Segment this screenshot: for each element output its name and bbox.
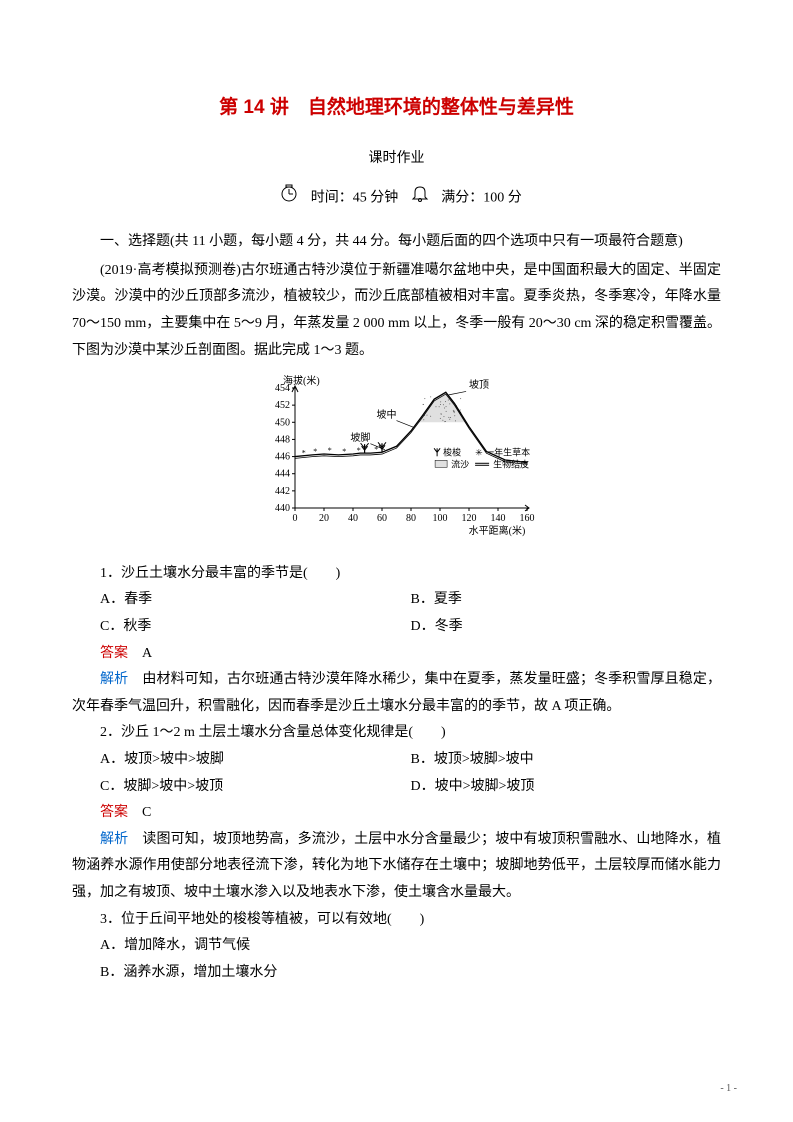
- q2-answer: 答案 C: [72, 800, 721, 827]
- page-number: - 1 -: [720, 1079, 737, 1098]
- timing-row: 时间：45 分钟 满分：100 分: [72, 183, 721, 214]
- q2-options-row1: A．坡顶>坡中>坡脚 B．坡顶>坡脚>坡中: [72, 747, 721, 774]
- svg-text:440: 440: [275, 503, 290, 514]
- q1-options-row2: C．秋季 D．冬季: [72, 614, 721, 641]
- svg-text:448: 448: [275, 435, 290, 446]
- q1-explanation: 解析 由材料可知，古尔班通古特沙漠年降水稀少，集中在夏季，蒸发量旺盛；冬季积雪厚…: [72, 667, 721, 720]
- q3-stem: 3．位于丘间平地处的梭梭等植被，可以有效地( ): [72, 907, 721, 934]
- svg-text:坡顶: 坡顶: [469, 378, 489, 391]
- q3-opt-a: A．增加降水，调节气候: [72, 933, 721, 960]
- svg-text:0: 0: [292, 513, 297, 524]
- q2-stem: 2．沙丘 1～2 m 土层土壤水分含量总体变化规律是( ): [72, 720, 721, 747]
- dune-profile-chart: 4404424444464484504524540204060801001201…: [72, 372, 721, 553]
- answer-label: 答案: [100, 646, 128, 661]
- q1-stem: 1．沙丘土壤水分最丰富的季节是( ): [72, 561, 721, 588]
- svg-text:100: 100: [432, 513, 447, 524]
- svg-text:流沙: 流沙: [451, 459, 469, 470]
- q1-opt-a: A．春季: [100, 587, 411, 614]
- q1-expl-text: 由材料可知，古尔班通古特沙漠年降水稀少，集中在夏季，蒸发量旺盛；冬季积雪厚且稳定…: [72, 672, 721, 714]
- svg-text:80: 80: [406, 513, 416, 524]
- time-text: 时间：45 分钟: [311, 190, 399, 205]
- svg-text:60: 60: [377, 513, 387, 524]
- svg-text:442: 442: [275, 486, 290, 497]
- svg-text:*: *: [313, 447, 317, 456]
- q1-opt-b: B．夏季: [411, 587, 722, 614]
- svg-text:450: 450: [275, 418, 290, 429]
- passage: (2019·高考模拟预测卷)古尔班通古特沙漠位于新疆准噶尔盆地中央，是中国面积最…: [72, 258, 721, 364]
- section-intro: 一、选择题(共 11 小题，每小题 4 分，共 44 分。每小题后面的四个选项中…: [72, 229, 721, 256]
- q2-opt-c: C．坡脚>坡中>坡顶: [100, 774, 411, 801]
- svg-text:坡中: 坡中: [376, 408, 396, 421]
- svg-text:一年生草本: 一年生草本: [485, 447, 530, 458]
- svg-text:*: *: [301, 449, 305, 458]
- q2-opt-a: A．坡顶>坡中>坡脚: [100, 747, 411, 774]
- svg-text:✳: ✳: [475, 448, 483, 458]
- subtitle: 课时作业: [72, 146, 721, 173]
- svg-text:生物结皮: 生物结皮: [493, 459, 529, 470]
- q2-expl-text: 读图可知，坡顶地势高，多流沙，土层中水分含量最少；坡中有坡顶积雪融水、山地降水，…: [72, 832, 721, 900]
- svg-text:20: 20: [319, 513, 329, 524]
- q2-opt-b: B．坡顶>坡脚>坡中: [411, 747, 722, 774]
- q1-options-row1: A．春季 B．夏季: [72, 587, 721, 614]
- q1-opt-c: C．秋季: [100, 614, 411, 641]
- explain-label: 解析: [100, 832, 128, 847]
- svg-text:120: 120: [461, 513, 476, 524]
- q3-opt-b: B．涵养水源，增加土壤水分: [72, 960, 721, 987]
- svg-text:140: 140: [490, 513, 505, 524]
- svg-text:444: 444: [275, 469, 290, 480]
- svg-text:水平距离(米): 水平距离(米): [468, 524, 525, 537]
- q2-answer-val: C: [128, 805, 151, 820]
- q1-opt-d: D．冬季: [411, 614, 722, 641]
- explain-label: 解析: [100, 672, 128, 687]
- svg-text:海拔(米): 海拔(米): [283, 374, 320, 387]
- svg-text:*: *: [356, 446, 360, 455]
- svg-text:452: 452: [275, 400, 290, 411]
- svg-text:446: 446: [275, 452, 290, 463]
- svg-text:*: *: [327, 446, 331, 455]
- svg-text:坡脚: 坡脚: [350, 431, 370, 444]
- clock-icon: [279, 183, 299, 214]
- q2-explanation: 解析 读图可知，坡顶地势高，多流沙，土层中水分含量最少；坡中有坡顶积雪融水、山地…: [72, 827, 721, 907]
- svg-text:梭梭: 梭梭: [443, 447, 461, 458]
- q1-answer-val: A: [128, 646, 152, 661]
- q2-options-row2: C．坡脚>坡中>坡顶 D．坡中>坡脚>坡顶: [72, 774, 721, 801]
- answer-label: 答案: [100, 805, 128, 820]
- bell-icon: [410, 183, 430, 214]
- score-text: 满分：100 分: [441, 190, 522, 205]
- lesson-title: 第 14 讲 自然地理环境的整体性与差异性: [72, 90, 721, 126]
- q1-answer: 答案 A: [72, 641, 721, 668]
- svg-text:40: 40: [348, 513, 358, 524]
- svg-text:*: *: [342, 447, 346, 456]
- svg-text:160: 160: [519, 513, 534, 524]
- q2-opt-d: D．坡中>坡脚>坡顶: [411, 774, 722, 801]
